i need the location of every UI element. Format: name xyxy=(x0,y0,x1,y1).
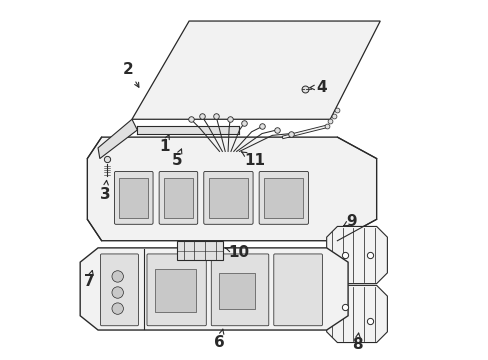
FancyBboxPatch shape xyxy=(211,254,268,326)
Text: 5: 5 xyxy=(171,149,182,168)
Text: 7: 7 xyxy=(83,270,94,289)
Text: 6: 6 xyxy=(214,329,224,350)
FancyBboxPatch shape xyxy=(273,254,322,326)
Polygon shape xyxy=(326,226,386,284)
FancyBboxPatch shape xyxy=(159,171,197,224)
Text: 10: 10 xyxy=(225,245,249,260)
FancyBboxPatch shape xyxy=(259,171,308,224)
Circle shape xyxy=(112,271,123,282)
Polygon shape xyxy=(98,119,137,158)
Text: 3: 3 xyxy=(100,180,110,202)
Bar xyxy=(164,178,192,217)
FancyBboxPatch shape xyxy=(147,254,206,326)
Text: 1: 1 xyxy=(159,135,169,154)
FancyBboxPatch shape xyxy=(114,171,153,224)
Polygon shape xyxy=(132,21,380,119)
Bar xyxy=(219,273,255,309)
Text: 2: 2 xyxy=(123,62,139,87)
Circle shape xyxy=(112,287,123,298)
Text: 9: 9 xyxy=(343,213,356,229)
Polygon shape xyxy=(176,241,223,260)
Polygon shape xyxy=(87,137,376,241)
Polygon shape xyxy=(80,248,347,330)
FancyBboxPatch shape xyxy=(203,171,253,224)
Bar xyxy=(119,178,148,217)
Text: 11: 11 xyxy=(241,152,265,168)
Text: 4: 4 xyxy=(309,80,326,95)
Polygon shape xyxy=(326,285,386,342)
Bar xyxy=(155,269,196,312)
Circle shape xyxy=(112,303,123,314)
Text: 8: 8 xyxy=(351,333,362,352)
FancyBboxPatch shape xyxy=(101,254,138,326)
Bar xyxy=(264,178,303,217)
Bar xyxy=(208,178,247,217)
Bar xyxy=(137,126,239,134)
